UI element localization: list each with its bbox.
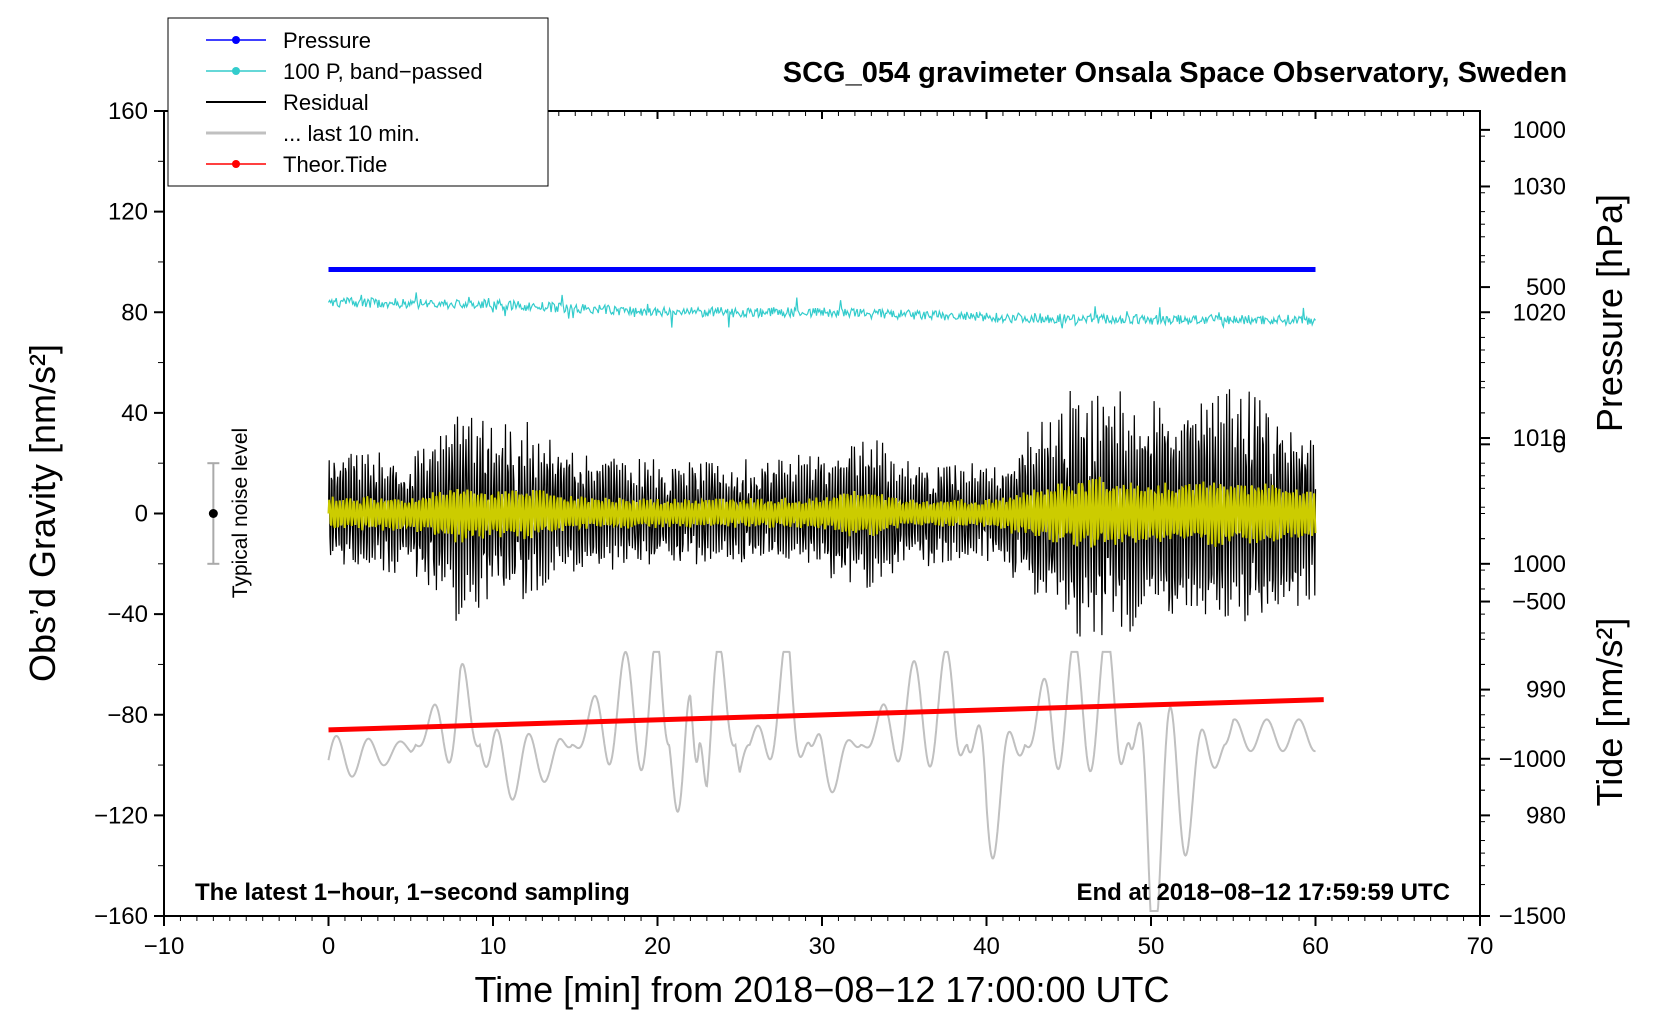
series-theor-tide (328, 697, 1324, 733)
legend-item: Residual (206, 90, 369, 115)
y-axis-label-pressure: Pressure [hPa] (1589, 194, 1630, 432)
annotation-end-time: End at 2018−08−12 17:59:59 UTC (1076, 879, 1450, 906)
legend-item: ... last 10 min. (206, 121, 420, 146)
pressure-tick-label: 990 (1526, 677, 1566, 704)
legend-label: ... last 10 min. (283, 121, 420, 146)
x-tick-label: 50 (1138, 933, 1165, 960)
series-last-10-min (327, 650, 1316, 912)
tide-tick-label: 1000 (1513, 117, 1566, 144)
legend-marker (232, 160, 240, 168)
tide-tick-label: −500 (1512, 589, 1566, 616)
chart-title: SCG_054 gravimeter Onsala Space Observat… (783, 57, 1567, 89)
x-tick-label: 30 (809, 933, 836, 960)
legend-item: Theor.Tide (206, 152, 387, 177)
y-tick-label: 120 (108, 199, 148, 226)
x-axis-ticks: −10 0 10 20 30 40 50 60 70 (144, 111, 1494, 960)
legend-label: 100 P, band−passed (283, 59, 483, 84)
legend-label: Pressure (283, 28, 371, 53)
y-tick-label: −40 (107, 601, 148, 628)
pressure-tick-label: 1020 (1513, 299, 1566, 326)
x-axis-label: Time [min] from 2018−08−12 17:00:00 UTC (474, 969, 1169, 1010)
y-axis-label-tide: Tide [nm/s²] (1589, 618, 1630, 807)
x-tick-label: 10 (480, 933, 507, 960)
tide-tick-label: 500 (1526, 274, 1566, 301)
tide-tick-label: −1000 (1499, 746, 1566, 773)
x-tick-label: 20 (644, 933, 671, 960)
y-tick-label: −120 (94, 802, 148, 829)
pressure-axis-ticks: 1030 1020 1010 1000 990 980 (1480, 135, 1566, 867)
y-tick-label: −160 (94, 903, 148, 930)
legend-marker (232, 67, 240, 75)
y-tick-label: 160 (108, 98, 148, 125)
y-axis-ticks: 160 120 80 40 0 −40 −80 −120 −160 (94, 98, 164, 930)
tide-axis-ticks: 1000 500 0 −500 −1000 −1500 (1480, 117, 1566, 930)
annotation-sampling: The latest 1−hour, 1−second sampling (195, 879, 630, 906)
x-tick-label: 60 (1302, 933, 1329, 960)
x-tick-label: 40 (973, 933, 1000, 960)
series-residual-smoothed (327, 476, 1317, 548)
y-tick-label: 40 (121, 400, 148, 427)
legend: Pressure 100 P, band−passed Residual ... la… (167, 17, 549, 187)
tide-tick-label: 0 (1553, 431, 1566, 458)
noise-level-indicator (207, 462, 220, 565)
legend-item: 100 P, band−passed (206, 59, 483, 84)
pressure-tick-label: 1000 (1513, 551, 1566, 578)
legend-label: Theor.Tide (283, 152, 387, 177)
pressure-tick-label: 1010 (1513, 425, 1566, 452)
tide-tick-label: −1500 (1499, 903, 1566, 930)
y-tick-label: −80 (107, 702, 148, 729)
pressure-tick-label: 980 (1526, 802, 1566, 829)
legend-label: Residual (283, 90, 369, 115)
x-tick-label: −10 (144, 933, 185, 960)
series-band-passed (327, 292, 1316, 330)
noise-bar-center-dot (208, 509, 218, 518)
y-tick-label: 80 (121, 299, 148, 326)
pressure-tick-label: 1030 (1513, 173, 1566, 200)
noise-level-label: Typical noise level (229, 428, 252, 598)
y-axis-label-left: Obs’d Gravity [nm/s²] (22, 344, 63, 682)
legend-marker (232, 36, 240, 44)
legend-item: Pressure (206, 28, 371, 53)
series-layer (327, 266, 1324, 912)
y-tick-label: 0 (135, 501, 148, 528)
x-tick-label: 70 (1467, 933, 1494, 960)
x-tick-label: 0 (322, 933, 335, 960)
